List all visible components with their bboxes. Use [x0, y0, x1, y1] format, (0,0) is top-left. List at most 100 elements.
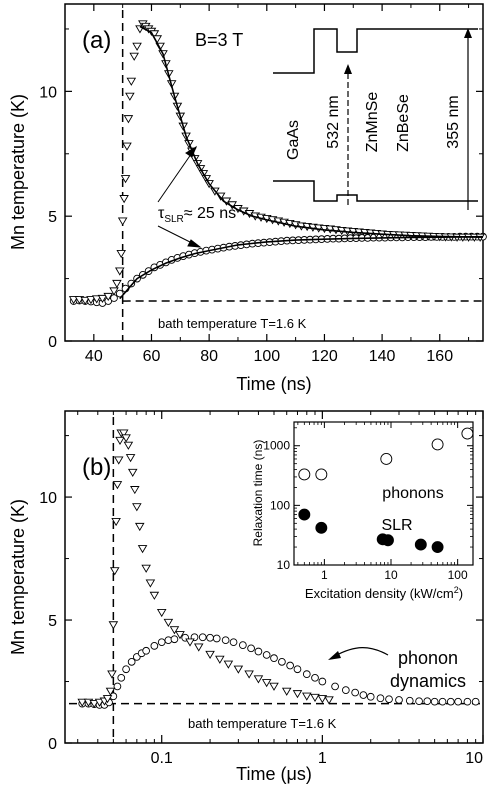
y-tick-label: 10 — [39, 490, 57, 507]
data-point-triangle — [123, 115, 134, 124]
data-point-triangle — [185, 638, 195, 647]
slr-point — [315, 521, 328, 534]
data-point-triangle — [302, 692, 312, 701]
data-point-triangle — [113, 456, 124, 465]
data-point-triangle — [122, 142, 132, 151]
data-point-circle — [430, 697, 439, 706]
data-point-triangle — [145, 579, 156, 588]
inset-ylabel: Relaxation time (ns) — [251, 440, 265, 547]
phonon-point — [298, 468, 311, 481]
data-point-circle — [262, 651, 271, 659]
data-point-triangle — [223, 660, 234, 669]
data-point-triangle — [68, 296, 79, 305]
data-point-triangle — [120, 175, 131, 184]
laser-532-arrow-head — [344, 64, 352, 74]
panel-a-xlabel: Time (ns) — [236, 374, 311, 394]
data-point-circle — [385, 695, 393, 704]
panel-b-ylabel: Mn temperature (K) — [8, 499, 28, 655]
phonon-point — [380, 453, 393, 465]
wavelength-355: 355 nm — [445, 95, 462, 148]
data-point-triangle — [244, 670, 254, 679]
data-point-circle — [206, 633, 214, 642]
tau-arrow-lower-head — [187, 239, 202, 248]
data-point-circle — [239, 641, 247, 649]
data-point-triangle — [80, 296, 90, 306]
data-point-triangle — [269, 682, 279, 691]
panel-a-field-label: B=3 T — [195, 30, 243, 50]
panel-a-tau-arrows — [157, 145, 202, 248]
data-point-circle — [221, 636, 230, 645]
data-point-circle — [229, 638, 238, 647]
panel-a-data — [68, 10, 487, 341]
data-point-circle — [405, 696, 414, 705]
slr-point — [414, 538, 427, 551]
data-point-circle — [359, 691, 368, 699]
y-tick-label: 0 — [48, 334, 57, 351]
data-point-triangle — [193, 643, 204, 652]
data-point-triangle — [112, 481, 123, 490]
band-edge-upper — [273, 28, 478, 74]
data-point-triangle — [292, 690, 303, 699]
data-point-circle — [270, 654, 278, 663]
panel-a-tau-label: τSLR≈ 25 ns — [158, 205, 236, 225]
data-point-triangle — [125, 454, 136, 463]
data-point-circle — [395, 696, 403, 704]
data-point-triangle — [310, 693, 320, 702]
data-point-circle — [423, 697, 432, 706]
data-point-triangle — [111, 518, 121, 527]
x-tick-label: 80 — [200, 348, 218, 365]
data-point-triangle — [149, 591, 160, 600]
data-point-triangle — [175, 631, 185, 640]
inset-x-tick-label: 10 — [384, 568, 398, 582]
inset-y-tick-label: 1000 — [263, 439, 290, 453]
y-tick-label: 0 — [48, 736, 57, 753]
data-point-circle — [286, 661, 294, 670]
data-point-triangle — [156, 609, 167, 618]
data-point-triangle — [130, 486, 140, 495]
x-tick-label: 120 — [311, 348, 338, 365]
slr-point — [298, 508, 311, 521]
relaxation-inset: 1 10 100 10 100 1000 phonons SLR Excitation d… — [251, 421, 474, 601]
data-point-triangle — [108, 621, 119, 630]
layer-znbese: ZnBeSe — [395, 94, 412, 152]
data-point-circle — [293, 665, 302, 674]
data-point-triangle — [107, 670, 117, 679]
slr-point — [382, 534, 394, 547]
data-point-triangle — [134, 522, 145, 532]
inset-xlabel: Excitation density (kW/cm2) — [305, 585, 463, 601]
data-point-triangle — [119, 195, 129, 204]
data-point-triangle — [253, 675, 264, 684]
x-tick-label: 100 — [253, 348, 280, 365]
slr-point — [431, 541, 444, 553]
data-point-circle — [247, 644, 255, 653]
data-point-circle — [351, 688, 359, 697]
data-point-triangle — [137, 545, 148, 554]
data-point-triangle — [109, 287, 119, 296]
data-point-circle — [471, 697, 480, 706]
panel-a: 40 60 80 100 120 140 160 0 5 10 (a) B=3 T bath te… — [8, 3, 487, 394]
panel-b-bath-label: bath temperature T=1.6 K — [188, 716, 337, 731]
data-point-triangle — [215, 655, 225, 664]
layer-znmnse: ZnMnSe — [364, 92, 381, 153]
data-point-circle — [127, 657, 136, 666]
inset-y-tick-label: 10 — [277, 558, 291, 572]
data-point-triangle — [132, 42, 142, 51]
panel-a-ticks: 40 60 80 100 120 140 160 0 5 10 — [39, 4, 483, 365]
tau-arrow-upper — [157, 146, 197, 203]
data-point-circle — [376, 694, 385, 703]
y-tick-label: 5 — [48, 209, 57, 226]
panel-a-bath-label: bath temperature T=1.6 K — [158, 316, 307, 331]
data-point-triangle — [141, 564, 151, 573]
data-point-triangle — [94, 698, 105, 707]
inset-legend-phonons: phonons — [382, 485, 443, 502]
y-tick-label: 5 — [48, 613, 57, 630]
data-point-triangle — [123, 441, 134, 450]
data-point-circle — [366, 692, 375, 701]
x-tick-label: 0.1 — [151, 750, 173, 767]
data-point-circle — [254, 647, 263, 656]
data-point-circle — [446, 697, 455, 706]
data-point-circle — [463, 697, 472, 706]
y-tick-label: 10 — [39, 84, 57, 101]
inset-x-tick-label: 1 — [321, 568, 328, 582]
